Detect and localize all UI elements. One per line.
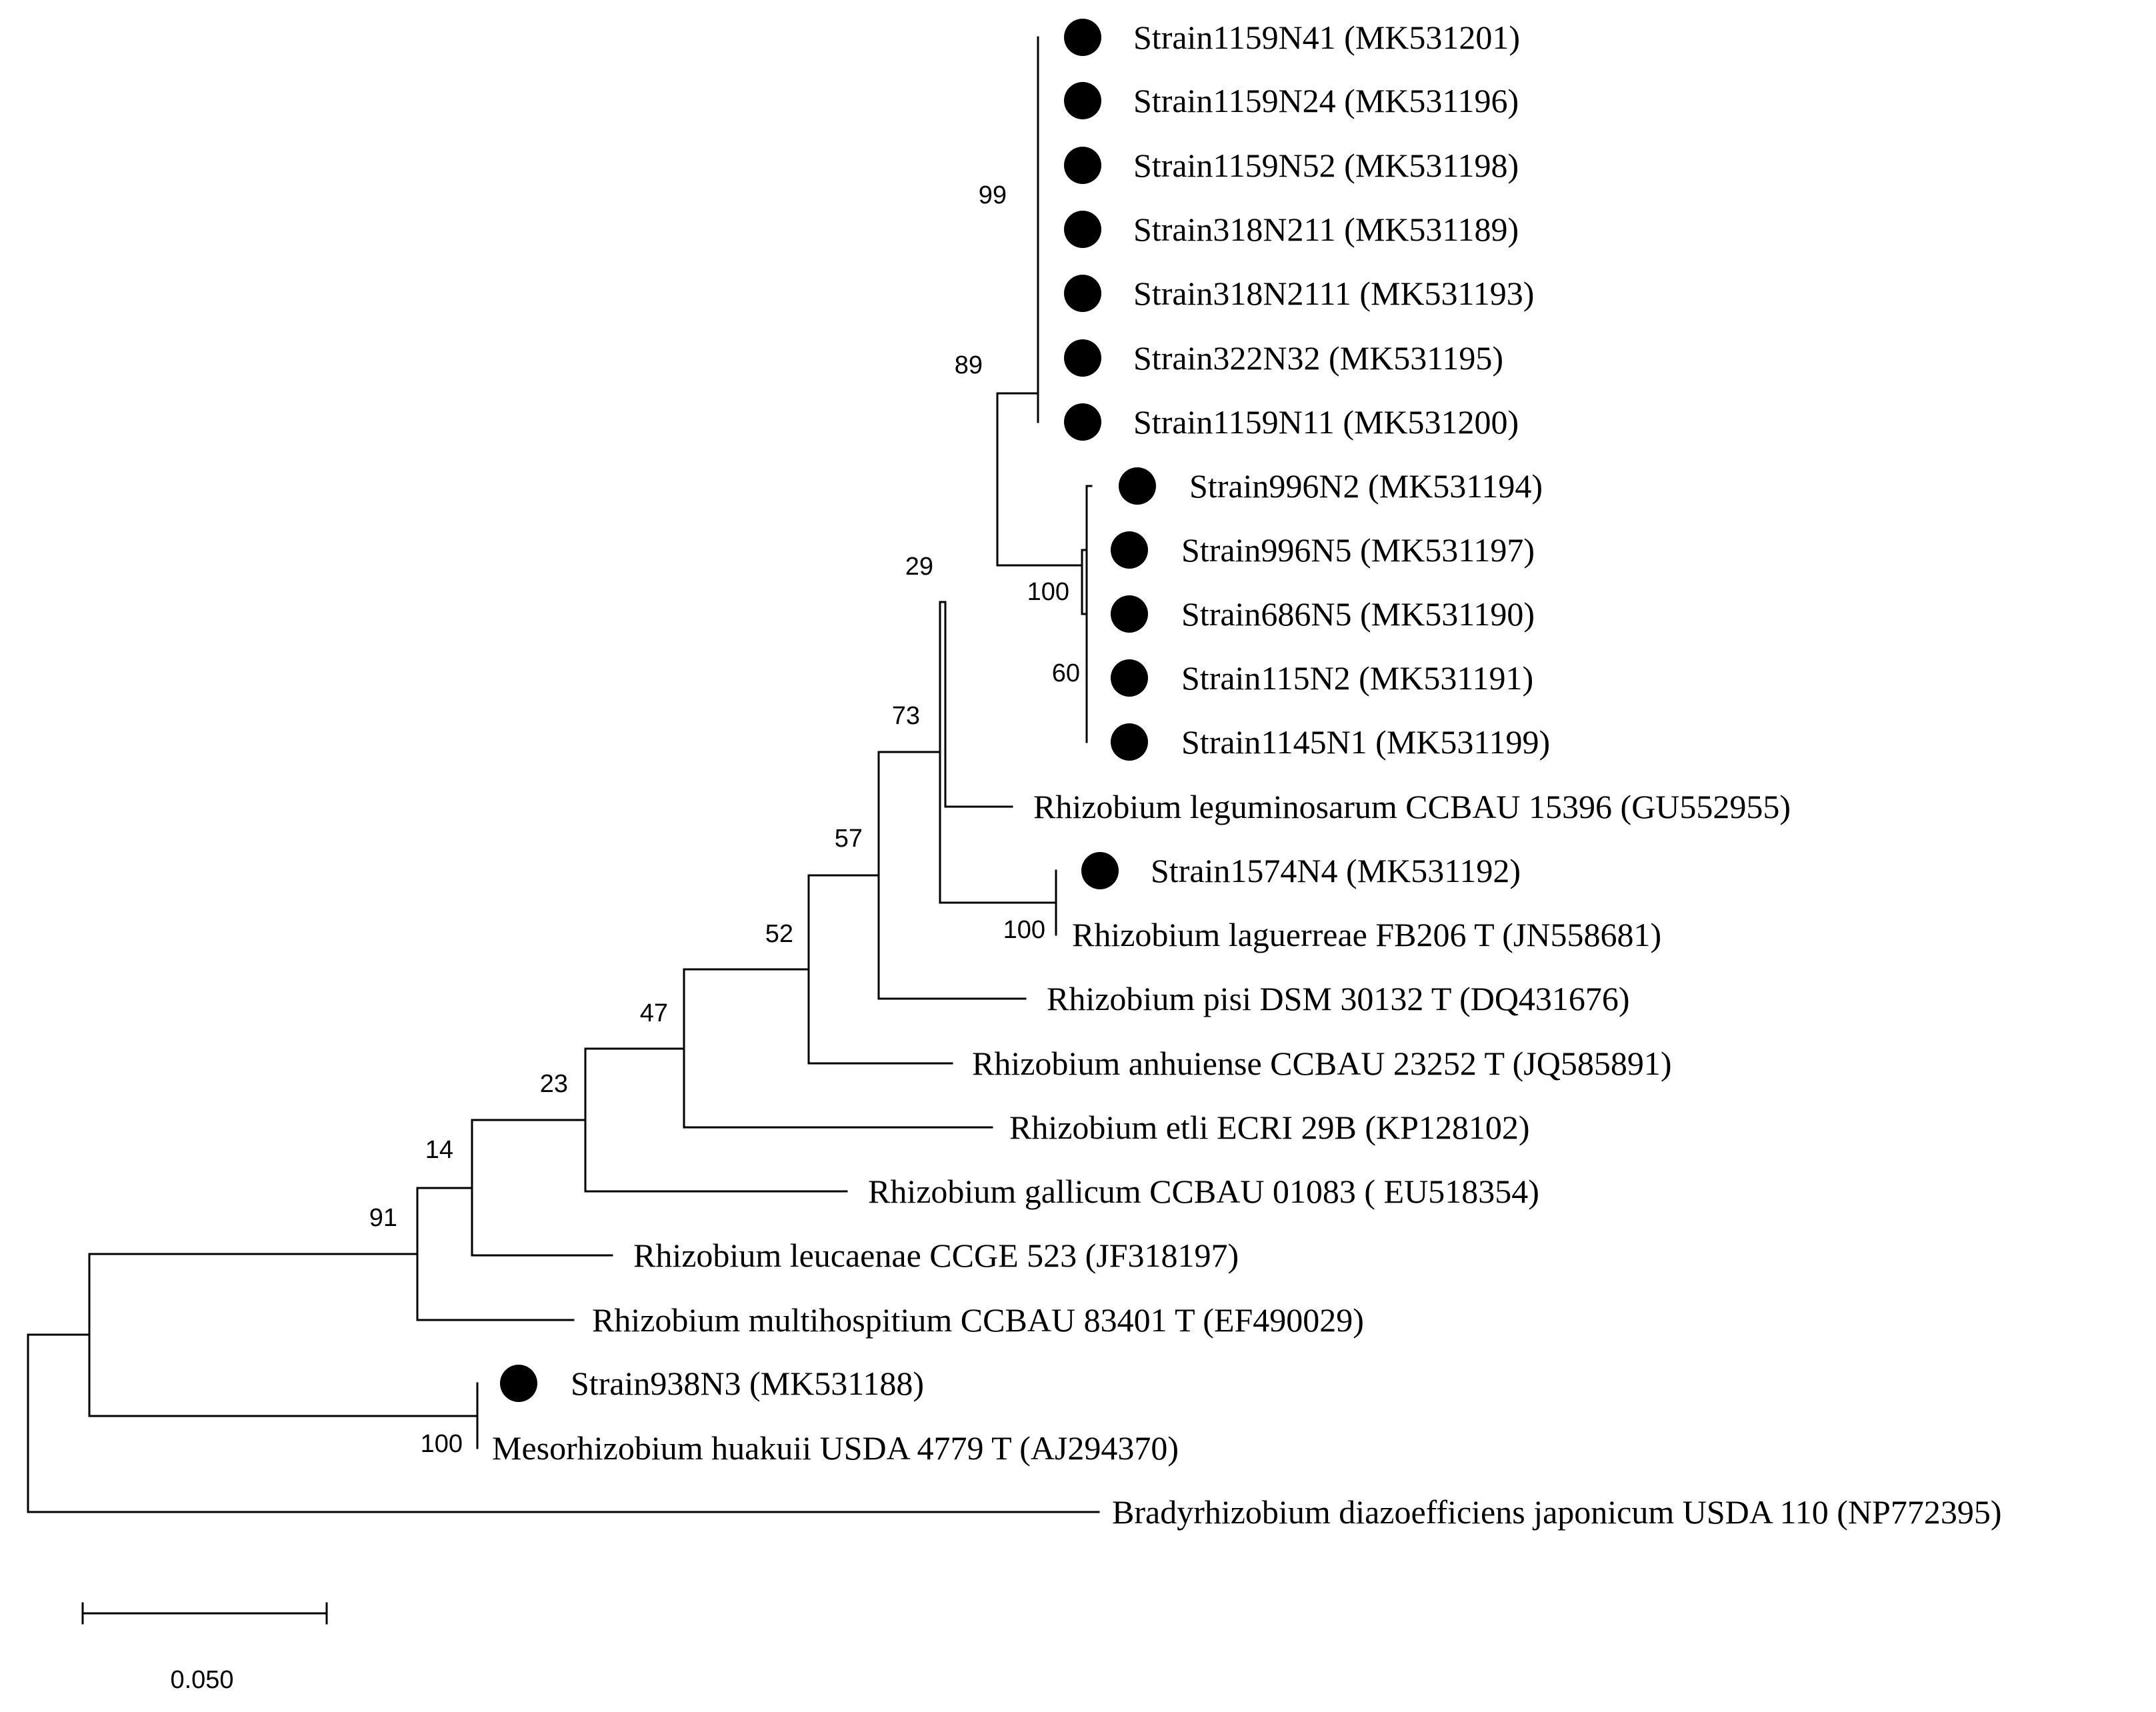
- strain-marker-s322n32: [1064, 339, 1101, 377]
- strain-markers: [500, 19, 1156, 1402]
- bootstrap-support-values: 99 89 100 60 29 73 100 57 52 47 23 14 91 100: [369, 181, 1080, 1458]
- support-value-n100a: 100: [1027, 578, 1069, 606]
- support-value-n52: 52: [765, 920, 793, 948]
- leaf-label-s1159n24: Strain1159N24 (MK531196): [1133, 82, 1519, 119]
- strain-marker-s1159n52: [1064, 147, 1101, 184]
- leaf-label-s1145n1: Strain1145N1 (MK531199): [1181, 723, 1550, 761]
- strain-marker-s318n211: [1064, 211, 1101, 248]
- leaf-label-rpisi: Rhizobium pisi DSM 30132 T (DQ431676): [1047, 980, 1630, 1017]
- strain-marker-s1145n1: [1111, 723, 1148, 761]
- leaf-label-s1159n52: Strain1159N52 (MK531198): [1133, 147, 1519, 184]
- support-value-n60: 60: [1052, 659, 1080, 687]
- leaf-label-rleu: Rhizobium leucaenae CCGE 523 (JF318197): [633, 1237, 1239, 1274]
- strain-marker-s1574n4: [1081, 852, 1119, 889]
- leaf-label-ranh: Rhizobium anhuiense CCBAU 23252 T (JQ585…: [972, 1045, 1672, 1082]
- strain-marker-s938n3: [500, 1365, 537, 1402]
- leaf-label-s318n211: Strain318N211 (MK531189): [1133, 211, 1519, 248]
- tree-branches: [27, 36, 1100, 1513]
- support-value-n100b: 100: [1003, 916, 1045, 944]
- strain-marker-s686n5: [1111, 595, 1148, 633]
- leaf-label-s996n2: Strain996N2 (MK531194): [1189, 467, 1543, 505]
- support-value-n14: 14: [425, 1136, 453, 1164]
- leaf-label-s686n5: Strain686N5 (MK531190): [1181, 595, 1535, 633]
- strain-marker-s996n5: [1111, 531, 1148, 569]
- support-value-n100c: 100: [421, 1430, 463, 1458]
- leaf-label-brady: Bradyrhizobium diazoefficiens japonicum …: [1112, 1493, 2002, 1531]
- strain-marker-s115n2: [1111, 659, 1148, 697]
- scale-bar-label: 0.050: [170, 1666, 233, 1694]
- support-value-n99: 99: [979, 181, 1007, 209]
- scale-bar: 0.050: [81, 1602, 328, 1694]
- leaf-label-mhua: Mesorhizobium huakuii USDA 4779 T (AJ294…: [492, 1429, 1179, 1467]
- leaf-label-s115n2: Strain115N2 (MK531191): [1181, 659, 1533, 697]
- support-value-n29: 29: [905, 553, 933, 581]
- support-value-n91: 91: [369, 1204, 397, 1232]
- leaf-label-s938n3: Strain938N3 (MK531188): [571, 1365, 924, 1402]
- leaf-label-rlag: Rhizobium laguerreae FB206 T (JN558681): [1072, 916, 1661, 953]
- support-value-n57: 57: [835, 825, 863, 853]
- support-value-n89: 89: [955, 351, 983, 379]
- leaf-label-s996n5: Strain996N5 (MK531197): [1181, 531, 1535, 569]
- support-value-n47: 47: [640, 999, 668, 1027]
- strain-marker-s1159n11: [1064, 403, 1101, 441]
- strain-marker-s318n2111: [1064, 275, 1101, 312]
- leaf-label-rgal: Rhizobium gallicum CCBAU 01083 ( EU51835…: [868, 1173, 1539, 1210]
- leaf-label-rmul: Rhizobium multihospitium CCBAU 83401 T (…: [592, 1301, 1364, 1339]
- leaf-label-retli: Rhizobium etli ECRI 29B (KP128102): [1009, 1109, 1530, 1146]
- leaf-label-s1159n11: Strain1159N11 (MK531200): [1133, 403, 1519, 441]
- support-value-n23: 23: [540, 1070, 568, 1098]
- leaf-labels: Strain1159N41 (MK531201) Strain1159N24 (M…: [492, 19, 2002, 1531]
- strain-marker-s1159n41: [1064, 19, 1101, 56]
- leaf-label-s318n2111: Strain318N2111 (MK531193): [1133, 275, 1534, 312]
- leaf-label-s1159n41: Strain1159N41 (MK531201): [1133, 19, 1520, 56]
- leaf-label-s1574n4: Strain1574N4 (MK531192): [1151, 852, 1521, 889]
- support-value-n73: 73: [892, 702, 920, 730]
- strain-marker-s996n2: [1119, 467, 1156, 505]
- leaf-label-rleg: Rhizobium leguminosarum CCBAU 15396 (GU5…: [1033, 788, 1791, 825]
- leaf-label-s322n32: Strain322N32 (MK531195): [1133, 339, 1503, 377]
- strain-marker-s1159n24: [1064, 82, 1101, 119]
